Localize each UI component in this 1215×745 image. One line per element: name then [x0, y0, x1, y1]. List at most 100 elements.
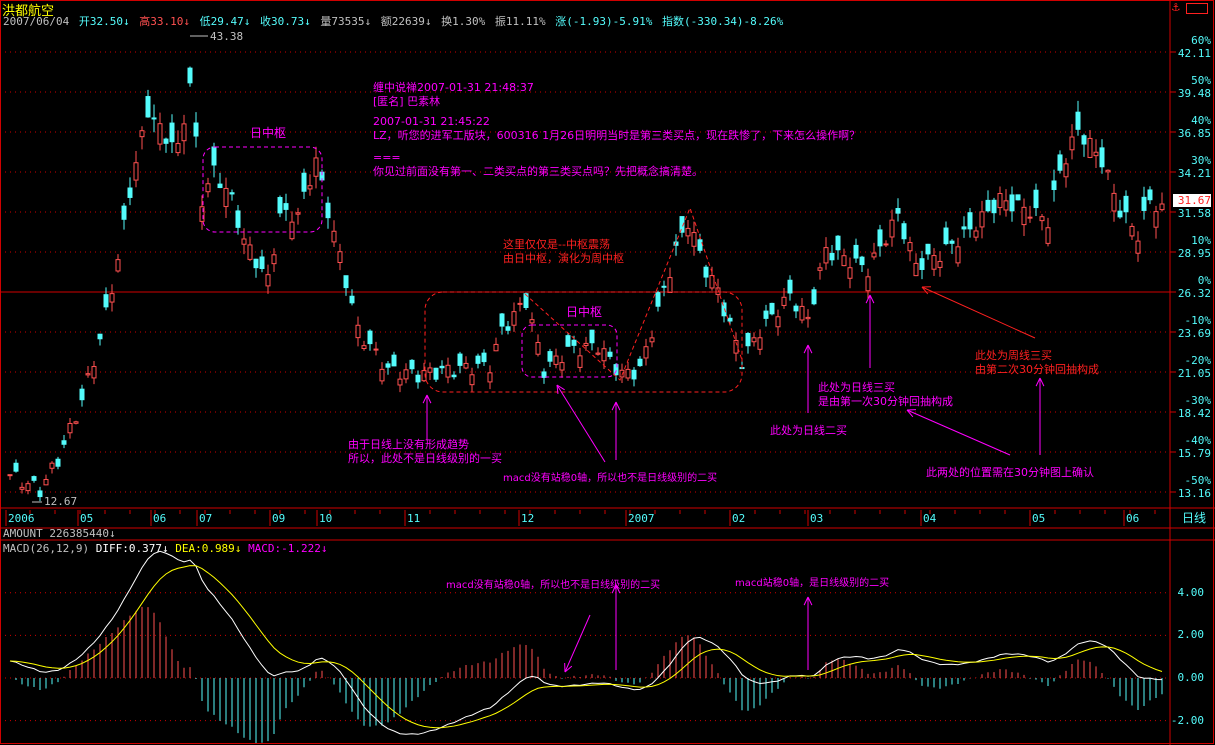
- candle-down: [475, 355, 481, 364]
- note-oscillation: 这里仅仅是--中枢震荡 由日中枢，演化为周中枢: [503, 238, 624, 265]
- candle-down: [1015, 194, 1021, 201]
- candle-down: [31, 476, 37, 481]
- candle-down: [703, 266, 709, 278]
- period-selector[interactable]: 日线: [1182, 511, 1207, 525]
- candle-down: [835, 235, 841, 251]
- candle-up: [307, 185, 313, 190]
- quote-date: 2007/06/04: [3, 15, 70, 28]
- quote-turnover: 换1.30%: [441, 15, 486, 28]
- candle-up: [1045, 227, 1051, 244]
- candle-down: [169, 122, 175, 143]
- candle-down: [151, 117, 157, 120]
- candle-up: [463, 362, 469, 369]
- candle-up: [373, 348, 379, 351]
- macd-axis-label: -2.00: [1170, 713, 1204, 727]
- candle-down: [457, 353, 463, 366]
- candle-up: [751, 337, 757, 343]
- percent-label: 0%: [1197, 274, 1211, 287]
- candle-down: [829, 252, 835, 261]
- candle-up: [115, 259, 121, 272]
- candle-up: [517, 302, 523, 305]
- trend-segment-line: [524, 206, 743, 381]
- candle-up: [847, 267, 853, 279]
- candle-down: [949, 240, 955, 244]
- price-axis-label: -40% 15.79: [1167, 434, 1211, 460]
- candle-down: [103, 294, 109, 308]
- candle-down: [613, 364, 619, 376]
- candle-down: [679, 216, 685, 233]
- candle-down: [55, 458, 61, 467]
- candle-up: [823, 247, 829, 264]
- candle-up: [757, 337, 763, 350]
- candle-up: [907, 242, 913, 252]
- candle-down: [283, 203, 289, 210]
- candle-up: [1087, 137, 1093, 158]
- candle-up: [91, 366, 97, 379]
- date-label: 06: [1126, 512, 1140, 525]
- candle-up: [1105, 169, 1111, 173]
- candle-up: [1093, 151, 1099, 157]
- comment-line: 2007-01-31 21:45:22: [373, 115, 490, 128]
- candle-up: [931, 255, 937, 270]
- candle-down: [259, 256, 265, 269]
- candle-down: [61, 440, 67, 445]
- macd-axis-label: 4.00: [1177, 585, 1205, 599]
- candle-up: [223, 187, 229, 208]
- anchor-icon[interactable]: ⚓: [1172, 0, 1180, 15]
- candle-up: [445, 364, 451, 378]
- candle-down: [895, 208, 901, 214]
- quote-amount: 额22639↓: [380, 15, 432, 28]
- candle-up: [469, 374, 475, 386]
- macd-axis-label: 0.00: [1177, 671, 1205, 684]
- macd-params: MACD(26,12,9): [3, 542, 90, 555]
- date-label: 03: [810, 512, 824, 525]
- candle-up: [1159, 203, 1165, 211]
- candle-down: [211, 146, 217, 166]
- candle-up: [649, 337, 655, 343]
- arrow-macd-no-head: [611, 584, 617, 594]
- label-daily-center-2: 日中枢: [566, 305, 603, 319]
- high-marker: 43.38: [210, 30, 244, 43]
- price-axis-label: 50% 39.48: [1167, 74, 1211, 100]
- candle-up: [805, 316, 811, 320]
- candle-down: [745, 332, 751, 347]
- quote-high: 高33.10↓: [139, 15, 190, 28]
- percent-label: 40%: [1191, 114, 1211, 127]
- amount-readout: AMOUNT 226385440↓: [3, 527, 116, 540]
- candle-down: [1147, 189, 1153, 201]
- candle-down: [79, 388, 85, 401]
- quote-change: 涨(-1.93)-5.91%: [555, 15, 653, 28]
- candle-down: [235, 210, 241, 228]
- candle-down: [967, 212, 973, 230]
- comment-line: ===: [373, 151, 401, 164]
- date-label: 09: [272, 512, 286, 525]
- candle-up: [883, 243, 889, 246]
- date-label: 2006: [8, 512, 35, 525]
- candle-down: [451, 374, 457, 378]
- candle-down: [1123, 195, 1129, 213]
- percent-label: -40%: [1184, 434, 1212, 447]
- candle-up: [1135, 240, 1141, 254]
- note-daily-second-buy: 此处为日线二买: [770, 424, 847, 437]
- candle-up: [397, 378, 403, 386]
- candle-down: [793, 305, 799, 312]
- candle-down: [1051, 180, 1057, 191]
- arrow-macd-no-diag-head: [564, 665, 573, 673]
- arrow-weekly-third-buy-red-head: [921, 286, 929, 295]
- candle-down: [1117, 210, 1123, 218]
- comment-line: 缠中说禅2007-01-31 21:48:37: [373, 81, 534, 94]
- percent-label: -30%: [1184, 394, 1212, 407]
- window-layout-icon[interactable]: [1186, 3, 1208, 14]
- candle-down: [1141, 196, 1147, 211]
- candle-down: [367, 330, 373, 345]
- note-macd-no: macd没有站稳0轴，所以也不是日线级别的二买: [446, 580, 661, 591]
- candle-up: [7, 474, 13, 477]
- last-price-tag: 31.67: [1173, 194, 1211, 207]
- price-label: 42.11: [1177, 47, 1211, 60]
- candle-up: [331, 230, 337, 243]
- candle-down: [661, 285, 667, 288]
- macd-value: MACD:-1.222↓: [248, 542, 328, 555]
- candle-up: [871, 252, 877, 258]
- candle-down: [637, 358, 643, 367]
